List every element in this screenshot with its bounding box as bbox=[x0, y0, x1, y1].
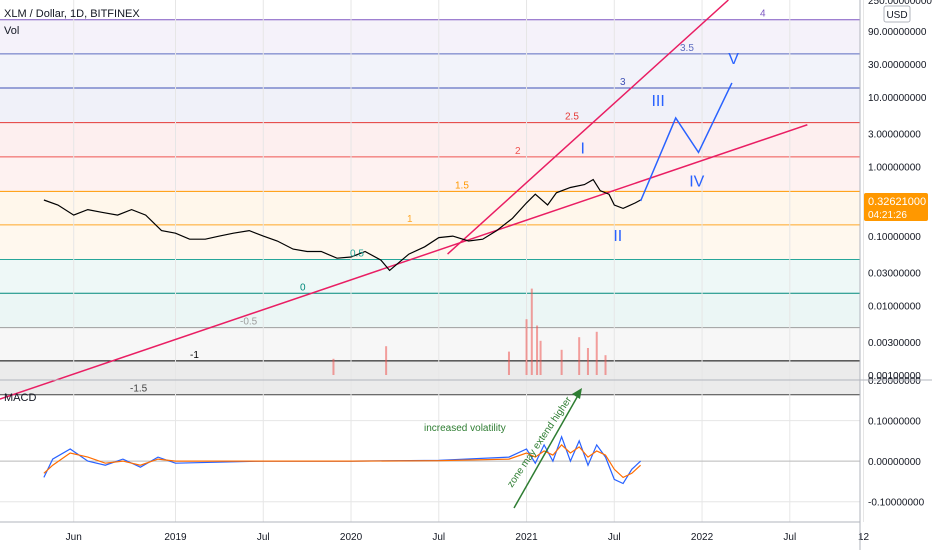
wave-label: I bbox=[580, 140, 584, 157]
macd-label: MACD bbox=[4, 392, 36, 404]
level-band bbox=[0, 259, 860, 294]
level-band bbox=[0, 224, 860, 260]
volume-bar bbox=[539, 340, 542, 375]
trendline bbox=[447, 0, 729, 255]
level-label: 1.5 bbox=[455, 180, 469, 191]
zone-arrow-head bbox=[572, 388, 582, 399]
level-band bbox=[0, 53, 860, 89]
level-band bbox=[0, 88, 860, 123]
price-line bbox=[43, 178, 641, 272]
level-band bbox=[0, 122, 860, 157]
level-label: -1.5 bbox=[130, 384, 148, 395]
volume-bar bbox=[507, 351, 510, 375]
zone-arrow[interactable] bbox=[513, 391, 581, 509]
macd-series-line bbox=[43, 444, 642, 479]
wave-projection[interactable] bbox=[639, 82, 733, 202]
time-tick-label: Jul bbox=[432, 532, 445, 543]
bar-countdown: 04:21:26 bbox=[868, 210, 907, 221]
level-band bbox=[0, 19, 860, 54]
volume-bars bbox=[332, 288, 607, 375]
price-tick-label: 90.00000000 bbox=[868, 27, 927, 38]
price-tick-label: 0.01000000 bbox=[868, 302, 921, 313]
trendline bbox=[0, 124, 808, 400]
wave-label: V bbox=[728, 51, 739, 68]
level-band bbox=[0, 360, 860, 395]
level-band bbox=[0, 191, 860, 225]
last-price-value: 0.32621000 bbox=[868, 196, 926, 208]
time-tick-label: Jun bbox=[66, 532, 82, 543]
projection-path bbox=[639, 82, 733, 202]
level-label: 2.5 bbox=[565, 112, 579, 123]
volume-label: Vol bbox=[4, 25, 19, 37]
level-label: -0.5 bbox=[240, 317, 258, 328]
level-labels: 4 3.5 3 2.5 2 1.5 1 0.5 0 -0.5 -1 -1.5 bbox=[130, 9, 766, 395]
price-tick-label: 0.03000000 bbox=[868, 268, 921, 279]
time-tick-label: 2019 bbox=[164, 532, 187, 543]
price-tick-label: 0.00100000 bbox=[868, 371, 921, 382]
price-tick-label: 250.00000000 bbox=[868, 0, 932, 7]
level-label: 2 bbox=[515, 146, 521, 157]
volume-bar bbox=[578, 337, 581, 375]
wave-label: III bbox=[651, 93, 664, 110]
level-label: 4 bbox=[760, 9, 766, 20]
volume-bar bbox=[385, 346, 388, 375]
volume-bar bbox=[560, 349, 563, 375]
macd-series-line bbox=[43, 435, 642, 485]
time-tick-label: 2021 bbox=[515, 532, 538, 543]
level-bands bbox=[0, 19, 860, 396]
volume-bar bbox=[604, 355, 607, 375]
time-tick-label: 12 bbox=[858, 532, 870, 543]
macd-tick-label: 0.20000000 bbox=[868, 376, 921, 387]
time-tick-label: 2022 bbox=[691, 532, 714, 543]
price-tick-label: 1.00000000 bbox=[868, 163, 921, 174]
macd-tick-label: -0.10000000 bbox=[868, 498, 925, 509]
chart-title: XLM / Dollar, 1D, BITFINEX bbox=[4, 8, 140, 20]
trendlines[interactable] bbox=[0, 0, 808, 400]
time-tick-label: Jul bbox=[783, 532, 796, 543]
volume-bar bbox=[595, 331, 598, 375]
price-tick-label: 0.00300000 bbox=[868, 338, 921, 349]
volume-bar bbox=[332, 358, 335, 375]
level-label: 3 bbox=[620, 77, 626, 88]
zone-annotation: zone may extend higher bbox=[505, 394, 574, 489]
last-price-badge bbox=[864, 193, 928, 221]
volume-bar bbox=[525, 319, 528, 375]
time-tick-label: Jul bbox=[257, 532, 270, 543]
price-tick-label: 10.00000000 bbox=[868, 93, 927, 104]
price-tick-label: 3.00000000 bbox=[868, 129, 921, 140]
level-label: 0 bbox=[300, 282, 306, 293]
macd-pane bbox=[0, 435, 860, 485]
currency-label: USD bbox=[886, 10, 907, 21]
wave-label: II bbox=[613, 228, 622, 245]
time-tick-label: Jul bbox=[608, 532, 621, 543]
time-tick-label: 2020 bbox=[340, 532, 363, 543]
currency-button[interactable] bbox=[883, 5, 911, 23]
level-label: 3.5 bbox=[680, 43, 694, 54]
volume-bar bbox=[536, 325, 539, 375]
level-band bbox=[0, 293, 860, 328]
volume-bar bbox=[586, 348, 589, 375]
price-series bbox=[43, 178, 641, 272]
price-tick-label: 30.00000000 bbox=[868, 60, 927, 71]
volume-bar bbox=[530, 288, 533, 375]
level-band bbox=[0, 327, 860, 361]
level-label: 0.5 bbox=[350, 248, 364, 259]
wave-label: IV bbox=[689, 173, 704, 190]
level-label: -1 bbox=[190, 350, 199, 361]
macd-tick-label: 0.10000000 bbox=[868, 417, 921, 428]
price-tick-label: 0.10000000 bbox=[868, 232, 921, 243]
level-label: 1 bbox=[407, 214, 413, 225]
volatility-annotation: increased volatility bbox=[424, 423, 506, 434]
macd-tick-label: 0.00000000 bbox=[868, 457, 921, 468]
level-band bbox=[0, 156, 860, 192]
